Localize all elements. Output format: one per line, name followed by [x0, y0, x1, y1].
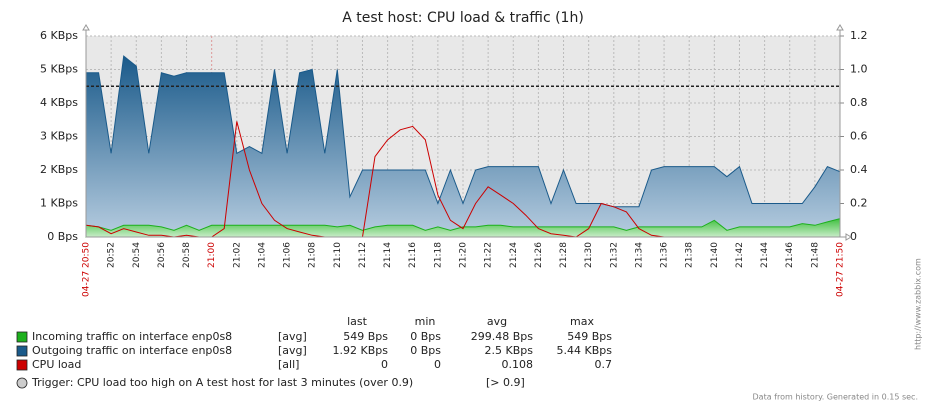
- x-tick-label: 20:52: [107, 242, 117, 268]
- x-tick-label: 21:24: [509, 242, 519, 268]
- x-tick-label: 21:30: [584, 242, 594, 268]
- y-tick-label: 5 KBps: [40, 63, 78, 76]
- legend-stat: 0.108: [502, 358, 534, 371]
- legend-stat: 0 Bps: [410, 344, 441, 357]
- chart-title: A test host: CPU load & traffic (1h): [342, 10, 584, 26]
- x-tick-label: 21:16: [408, 242, 418, 268]
- legend-stat: 0: [434, 358, 441, 371]
- y2-tick-label: 1.0: [850, 63, 868, 76]
- x-tick-label: 21:32: [609, 242, 619, 268]
- legend-label: Incoming traffic on interface enp0s8: [32, 330, 232, 343]
- y2-tick-label: 0: [850, 230, 857, 243]
- x-tick-label: 20:58: [182, 242, 192, 268]
- y-tick-label: 3 KBps: [40, 130, 78, 143]
- axis-arrow: [82, 24, 90, 31]
- x-tick-label: 21:40: [710, 242, 720, 268]
- legend-label: CPU load: [32, 358, 81, 371]
- y-tick-label: 2 KBps: [40, 163, 78, 176]
- x-tick-label: 21:18: [433, 242, 443, 268]
- legend-swatch: [16, 359, 28, 371]
- legend-stat: 0 Bps: [410, 330, 441, 343]
- x-tick-label: 21:14: [383, 242, 393, 268]
- legend-stat: 2.5 KBps: [485, 344, 534, 357]
- y2-tick-label: 1.2: [850, 29, 868, 42]
- trigger-label: Trigger: CPU load too high on A test hos…: [31, 376, 413, 389]
- y-tick-label: 6 KBps: [40, 29, 78, 42]
- x-tick-label: 21:04: [257, 242, 267, 268]
- x-tick-label: 21:00: [207, 242, 217, 268]
- legend-stat: 0.7: [595, 358, 613, 371]
- x-tick-label: 21:02: [232, 242, 242, 268]
- x-tick-label: 21:44: [760, 242, 770, 268]
- trigger-condition: [> 0.9]: [486, 376, 525, 389]
- y2-tick-label: 0.4: [850, 163, 868, 176]
- legend-header: avg: [487, 315, 507, 328]
- y-tick-label: 4 KBps: [40, 96, 78, 109]
- watermark: http://www.zabbix.com: [914, 258, 923, 350]
- x-tick-label: 21:22: [484, 242, 494, 268]
- x-tick-label: 21:42: [735, 242, 745, 268]
- legend-label: Outgoing traffic on interface enp0s8: [32, 344, 232, 357]
- legend-stat: 0: [381, 358, 388, 371]
- legend-stat: 549 Bps: [567, 330, 612, 343]
- y2-tick-label: 0.2: [850, 197, 868, 210]
- x-tick-label: 20:56: [157, 242, 167, 268]
- legend-header: min: [415, 315, 436, 328]
- legend-stat: 1.92 KBps: [333, 344, 389, 357]
- x-tick-label: 21:06: [283, 242, 293, 268]
- x-tick-label: 21:08: [308, 242, 318, 268]
- y2-tick-label: 0.6: [850, 130, 868, 143]
- legend-stat: 299.48 Bps: [471, 330, 534, 343]
- legend-swatch: [16, 331, 28, 343]
- x-tick-label: 04-27 21:50: [836, 242, 846, 297]
- y2-tick-label: 0.8: [850, 96, 868, 109]
- x-tick-label: 21:20: [459, 242, 469, 268]
- axis-arrow: [845, 233, 852, 241]
- legend-stat: 549 Bps: [343, 330, 388, 343]
- footer: Data from history. Generated in 0.15 sec…: [753, 393, 918, 402]
- legend-func: [avg]: [278, 344, 307, 357]
- x-tick-label: 21:38: [685, 242, 695, 268]
- x-tick-label: 21:46: [785, 242, 795, 268]
- legend-stat: 5.44 KBps: [557, 344, 613, 357]
- x-tick-label: 21:36: [660, 242, 670, 268]
- trigger-icon: [16, 377, 28, 389]
- axis-arrow: [836, 24, 844, 31]
- x-tick-label: 21:48: [810, 242, 820, 268]
- y-tick-label: 0 Bps: [47, 230, 78, 243]
- y-tick-label: 1 KBps: [40, 197, 78, 210]
- x-tick-label: 21:28: [559, 242, 569, 268]
- legend-func: [all]: [278, 358, 299, 371]
- legend-swatch: [16, 345, 28, 357]
- x-tick-label: 04-27 20:50: [82, 242, 92, 297]
- series-area: [85, 55, 841, 238]
- legend-header: max: [570, 315, 594, 328]
- x-tick-label: 21:12: [358, 242, 368, 268]
- x-tick-label: 20:54: [132, 242, 142, 268]
- x-tick-label: 21:34: [634, 242, 644, 268]
- legend-func: [avg]: [278, 330, 307, 343]
- legend-header: last: [347, 315, 368, 328]
- x-tick-label: 21:26: [534, 242, 544, 268]
- x-tick-label: 21:10: [333, 242, 343, 268]
